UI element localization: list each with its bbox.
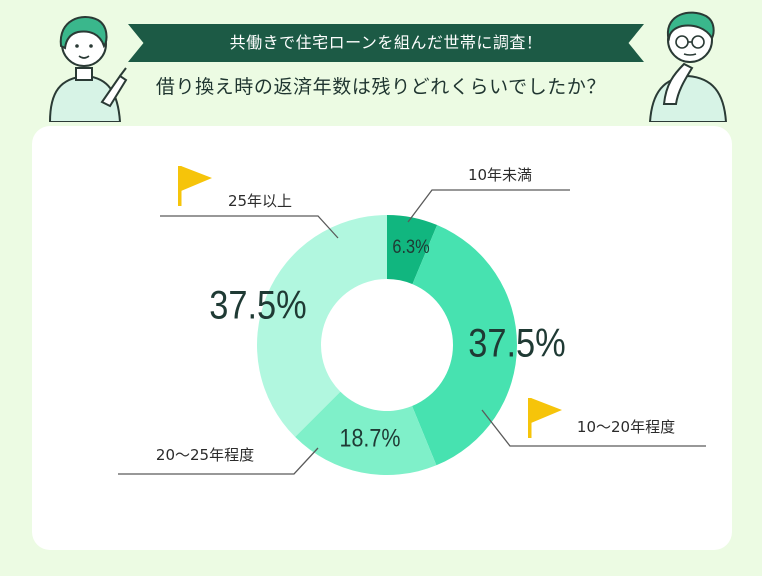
category-label-2: 10〜20年程度 (577, 418, 675, 436)
flag-icon (528, 398, 562, 438)
leader-line-2 (481, 409, 706, 447)
donut-slice-1 (387, 215, 438, 285)
donut-segments (257, 215, 517, 475)
value-label-2: 37.5% (468, 320, 566, 365)
leader-line-1 (407, 189, 570, 223)
category-label-1: 10年未満 (468, 166, 532, 184)
value-label-1: 6.3% (392, 236, 429, 257)
donut-slice-2 (412, 225, 517, 466)
survey-question: 借り換え時の返済年数は残りどれくらいでしたか？ (155, 76, 607, 98)
donut-slice-4 (257, 215, 387, 437)
man-thinking-illustration (648, 11, 728, 122)
donut-slice-3 (295, 391, 437, 475)
value-label-4: 37.5% (209, 282, 307, 327)
flag-icon (178, 166, 212, 206)
category-label-3: 20〜25年程度 (156, 446, 254, 464)
value-label-3: 18.7% (340, 424, 401, 452)
woman-pointing-illustration (48, 16, 128, 122)
leader-line-3 (118, 447, 319, 475)
chart-annotations: 10年未満 6.3% 10〜20年程度 37.5% 20〜25年程度 18.7% 25年以上… (118, 166, 706, 475)
survey-banner: 共働きで住宅ローンを組んだ世帯に調査！ (128, 24, 644, 62)
leader-line-4 (160, 215, 339, 239)
chart-card (32, 126, 732, 550)
category-label-4: 25年以上 (228, 192, 292, 210)
